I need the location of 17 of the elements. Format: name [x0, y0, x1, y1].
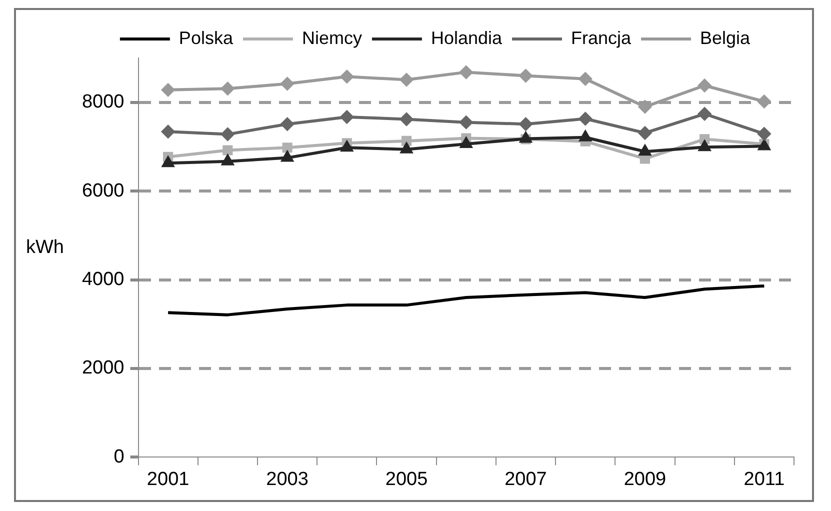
x-tick-label: 2005 [385, 468, 428, 490]
x-tick-label: 2003 [266, 468, 308, 490]
x-tick-label: 2007 [504, 468, 547, 490]
y-tick-label: 0 [114, 446, 124, 468]
y-tick-label: 8000 [82, 92, 124, 113]
y-tick-label: 2000 [82, 358, 124, 379]
x-tick-label: 2011 [744, 468, 785, 490]
legend-label: Belgia [700, 28, 752, 48]
legend-label: Niemcy [302, 28, 362, 48]
legend-label: Francja [571, 28, 632, 48]
y-axis-title: kWh [26, 236, 64, 258]
x-tick-label: 2001 [146, 468, 190, 490]
y-tick-label: 4000 [82, 269, 124, 290]
x-tick-label: 2009 [624, 468, 666, 490]
legend-label: Polska [178, 28, 234, 48]
y-tick-label: 6000 [82, 180, 124, 202]
legend-label: Holandia [430, 28, 503, 48]
